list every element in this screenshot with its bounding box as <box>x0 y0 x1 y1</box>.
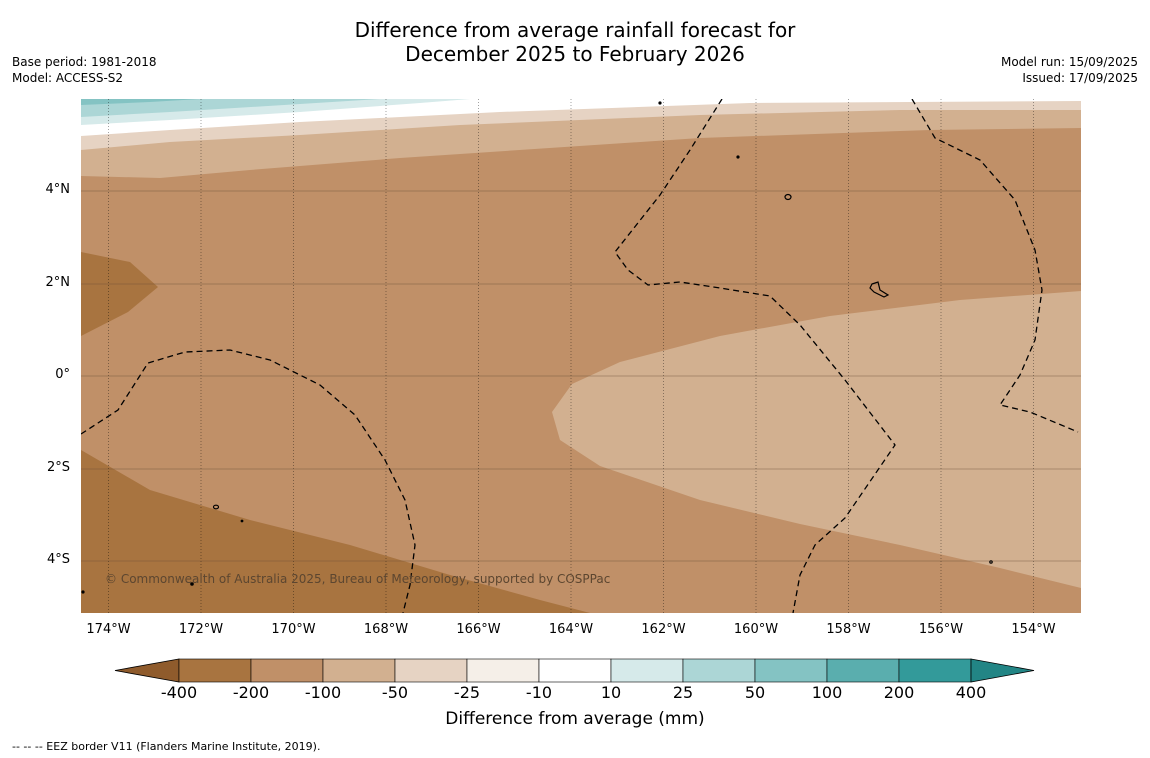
model-name: Model: ACCESS-S2 <box>12 71 124 85</box>
lon-label-168w: 168°W <box>363 622 409 637</box>
colorbar-swatch <box>610 658 684 683</box>
lat-label-4n: 4°N <box>45 182 71 197</box>
colorbar-swatch <box>754 658 828 683</box>
lon-label-164w: 164°W <box>548 622 594 637</box>
island-6 <box>190 582 194 586</box>
lon-label-154w: 154°W <box>1011 622 1056 637</box>
colorbar-swatch <box>898 658 972 683</box>
island-3 <box>212 504 220 510</box>
colorbar-swatch <box>322 658 396 683</box>
field-band-25-50 <box>81 99 380 117</box>
colorbar-tick-label: -400 <box>160 683 198 702</box>
colorbar-swatch <box>682 658 756 683</box>
model-run: Model run: 15/09/2025 <box>1000 55 1138 69</box>
islands <box>81 101 993 594</box>
colorbar-tick-label: -25 <box>453 683 481 702</box>
colorbar-swatch <box>466 658 540 683</box>
meta-right: Model run: 15/09/2025 Issued: 17/09/2025 <box>1001 54 1138 86</box>
colorbar-swatch <box>394 658 468 683</box>
map-title: Difference from average rainfall forecas… <box>0 18 1150 66</box>
island-4 <box>658 101 662 105</box>
colorbar-tick-label: 25 <box>672 683 694 702</box>
island-1 <box>784 193 792 201</box>
island-2 <box>869 281 890 298</box>
eez-border-far-east <box>911 99 1079 433</box>
colorbar-over-arrow <box>970 658 1035 683</box>
colorbar-label: Difference from average (mm) <box>445 709 705 729</box>
colorbar-tick-label: -200 <box>232 683 270 702</box>
colorbar-tick-label: 200 <box>883 683 915 702</box>
eez-footnote: -- -- -- EEZ border V11 (Flanders Marine… <box>12 740 321 753</box>
island-5 <box>736 155 740 159</box>
copyright-notice: © Commonwealth of Australia 2025, Bureau… <box>105 572 611 586</box>
island-7 <box>989 560 993 564</box>
field-band-50-100 <box>81 99 200 105</box>
lon-label-172w: 172°W <box>178 622 224 637</box>
lat-label-0: 0° <box>55 367 70 382</box>
colorbar-tick-label: 50 <box>744 683 766 702</box>
lon-label-166w: 166°W <box>456 622 501 637</box>
lon-label-156w: 156°W <box>918 622 964 637</box>
eez-border-west <box>81 349 416 613</box>
eez-borders <box>81 99 1079 613</box>
lon-label-174w: 174°W <box>86 622 131 637</box>
colorbar-swatch <box>826 658 900 683</box>
colorbar-tick-label: -100 <box>304 683 342 702</box>
base-period: Base period: 1981-2018 <box>12 55 157 69</box>
colorbar-tick-label: 400 <box>955 683 987 702</box>
colorbar-under-arrow <box>114 658 180 683</box>
field-west-wedge <box>81 252 158 336</box>
field-southwest-400-200 <box>81 450 590 613</box>
colorbar-tick-label: 100 <box>811 683 843 702</box>
island-9 <box>81 590 85 594</box>
colorbar-swatch <box>538 658 612 683</box>
lat-label-2n: 2°N <box>45 275 71 290</box>
lon-label-158w: 158°W <box>826 622 871 637</box>
title-line-1: Difference from average rainfall forecas… <box>354 18 796 42</box>
colorbar-swatch <box>178 658 252 683</box>
field-east-100-50 <box>552 291 1081 588</box>
lon-label-160w: 160°W <box>733 622 779 637</box>
lat-label-4s: 4°S <box>46 552 70 567</box>
colorbar <box>114 658 1035 683</box>
colorbar-tick-label: -10 <box>525 683 553 702</box>
rainfall-field <box>81 99 1081 613</box>
eez-border-east <box>614 99 896 613</box>
latitude-lines <box>81 190 1081 562</box>
meta-left: Base period: 1981-2018 Model: ACCESS-S2 <box>12 54 157 86</box>
title-line-2: December 2025 to February 2026 <box>405 42 745 66</box>
colorbar-swatch <box>250 658 324 683</box>
lat-label-2s: 2°S <box>46 460 70 475</box>
lon-label-170w: 170°W <box>271 622 316 637</box>
colorbar-tick-label: -50 <box>381 683 409 702</box>
colorbar-tick-label: 10 <box>600 683 622 702</box>
island-8 <box>240 519 244 523</box>
issued-date: Issued: 17/09/2025 <box>1022 71 1138 85</box>
lon-label-162w: 162°W <box>641 622 686 637</box>
